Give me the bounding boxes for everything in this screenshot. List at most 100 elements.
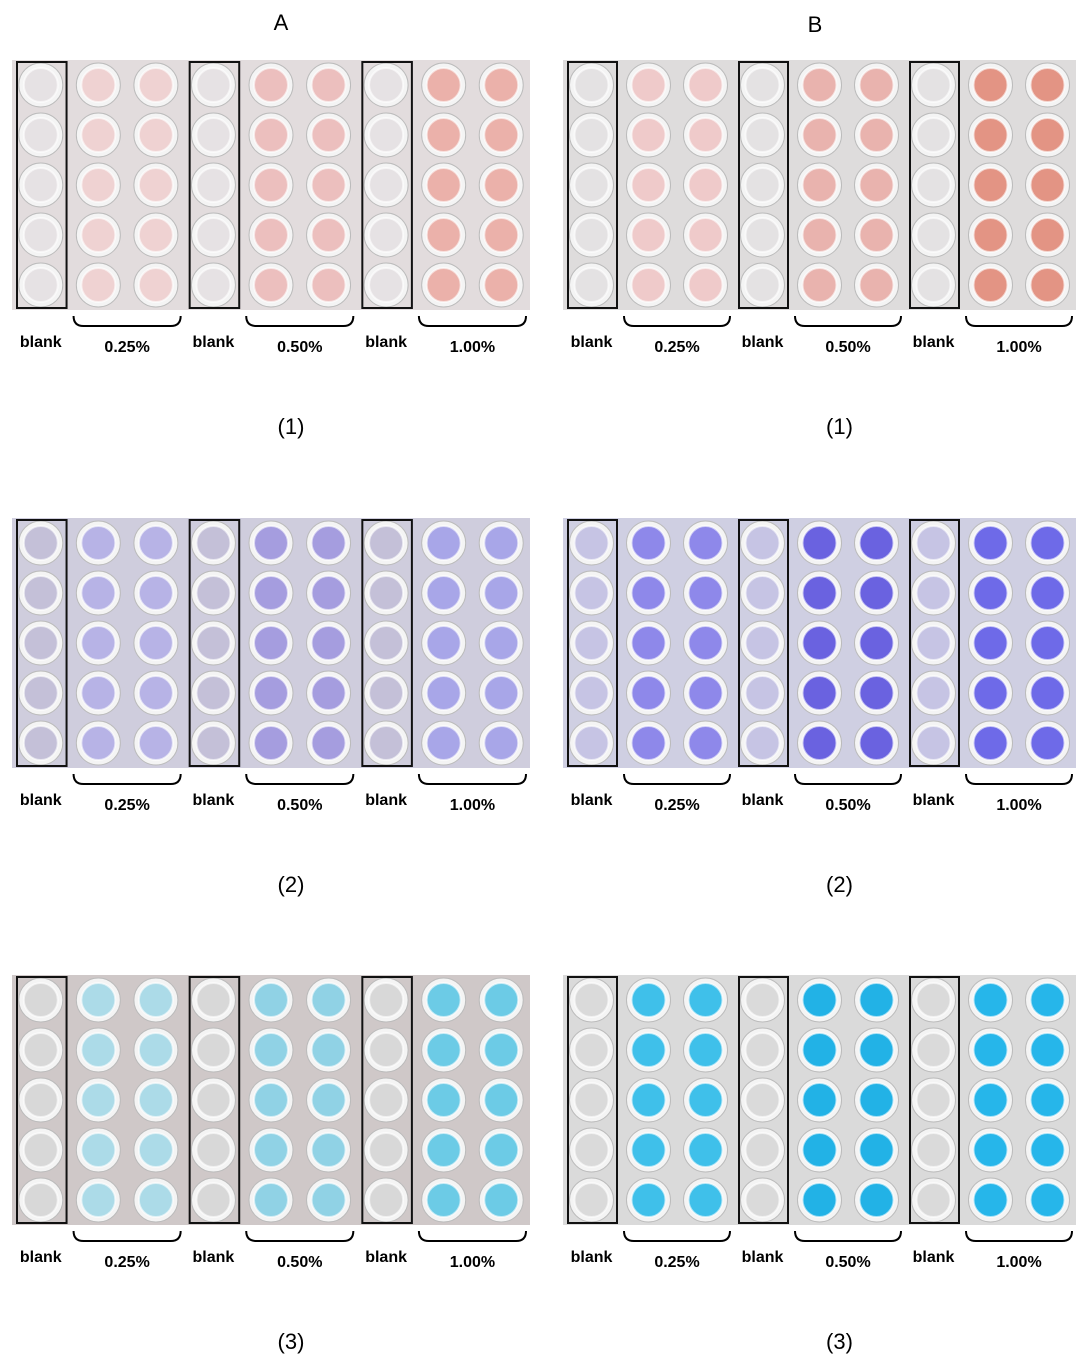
well-liquid: [860, 268, 894, 302]
well-liquid: [24, 726, 58, 760]
well-liquid: [81, 676, 115, 710]
well-liquid: [254, 268, 288, 302]
bracket: [624, 1231, 730, 1241]
well-liquid: [917, 576, 951, 610]
well-liquid: [484, 676, 518, 710]
well-liquid: [196, 168, 230, 202]
well-liquid: [632, 1083, 666, 1117]
well-liquid: [139, 626, 173, 660]
group-label: blank: [913, 1249, 955, 1266]
well-liquid: [860, 168, 894, 202]
group-label: 0.25%: [654, 797, 699, 814]
well-liquid: [312, 218, 346, 252]
well-liquid: [974, 576, 1008, 610]
well-liquid: [427, 68, 461, 102]
well-liquid: [974, 726, 1008, 760]
well-liquid: [860, 1083, 894, 1117]
well-liquid: [369, 1183, 403, 1217]
well-plate: [563, 975, 1076, 1225]
well-liquid: [575, 626, 609, 660]
well-liquid: [196, 576, 230, 610]
well-liquid: [369, 118, 403, 152]
well-liquid: [974, 68, 1008, 102]
well-liquid: [369, 676, 403, 710]
bracket: [74, 774, 181, 784]
well-liquid: [575, 983, 609, 1017]
group-label: 1.00%: [996, 1254, 1041, 1271]
group-label: 0.50%: [825, 1254, 870, 1271]
well-liquid: [139, 268, 173, 302]
well-liquid: [312, 576, 346, 610]
well-liquid: [746, 118, 780, 152]
bracket: [419, 1231, 526, 1241]
group-label: 1.00%: [450, 339, 495, 356]
well-liquid: [575, 1133, 609, 1167]
well-liquid: [81, 1133, 115, 1167]
well-liquid: [1031, 118, 1065, 152]
well-liquid: [312, 168, 346, 202]
well-liquid: [81, 218, 115, 252]
well-liquid: [1031, 1133, 1065, 1167]
well-liquid: [196, 983, 230, 1017]
well-liquid: [632, 118, 666, 152]
bracket: [74, 1231, 181, 1241]
well-liquid: [974, 1033, 1008, 1067]
well-liquid: [632, 168, 666, 202]
well-liquid: [312, 1133, 346, 1167]
well-liquid: [1031, 1183, 1065, 1217]
well-liquid: [575, 1033, 609, 1067]
well-liquid: [803, 726, 837, 760]
panel-caption: (2): [826, 872, 853, 897]
well-liquid: [81, 168, 115, 202]
well-liquid: [575, 1083, 609, 1117]
well-liquid: [803, 1183, 837, 1217]
well-liquid: [974, 218, 1008, 252]
well-liquid: [139, 983, 173, 1017]
group-label: blank: [742, 792, 784, 809]
well-liquid: [81, 118, 115, 152]
well-liquid: [312, 1083, 346, 1117]
well-liquid: [1031, 726, 1065, 760]
well-liquid: [139, 1083, 173, 1117]
well-liquid: [974, 268, 1008, 302]
panel-caption: (3): [826, 1329, 853, 1354]
well-liquid: [196, 1083, 230, 1117]
well-liquid: [974, 983, 1008, 1017]
well-liquid: [427, 526, 461, 560]
well-liquid: [632, 268, 666, 302]
well-plate: [12, 518, 530, 768]
well-liquid: [484, 1033, 518, 1067]
well-liquid: [369, 1033, 403, 1067]
group-label: blank: [913, 334, 955, 351]
well-liquid: [139, 526, 173, 560]
well-liquid: [860, 676, 894, 710]
bracket: [795, 774, 901, 784]
well-plate: [12, 60, 530, 310]
well-liquid: [369, 1133, 403, 1167]
well-liquid: [689, 268, 723, 302]
well-liquid: [139, 118, 173, 152]
well-liquid: [427, 118, 461, 152]
well-liquid: [484, 168, 518, 202]
well-liquid: [689, 1133, 723, 1167]
well-liquid: [632, 1133, 666, 1167]
well-liquid: [803, 268, 837, 302]
well-liquid: [689, 576, 723, 610]
well-liquid: [196, 726, 230, 760]
well-liquid: [369, 626, 403, 660]
well-liquid: [81, 626, 115, 660]
well-liquid: [689, 526, 723, 560]
well-liquid: [427, 268, 461, 302]
well-liquid: [575, 118, 609, 152]
well-liquid: [24, 983, 58, 1017]
well-liquid: [746, 68, 780, 102]
well-liquid: [746, 1183, 780, 1217]
well-liquid: [632, 1183, 666, 1217]
well-liquid: [81, 1083, 115, 1117]
well-liquid: [803, 983, 837, 1017]
well-liquid: [312, 726, 346, 760]
well-liquid: [484, 626, 518, 660]
well-liquid: [689, 676, 723, 710]
well-liquid: [427, 726, 461, 760]
well-liquid: [689, 1083, 723, 1117]
